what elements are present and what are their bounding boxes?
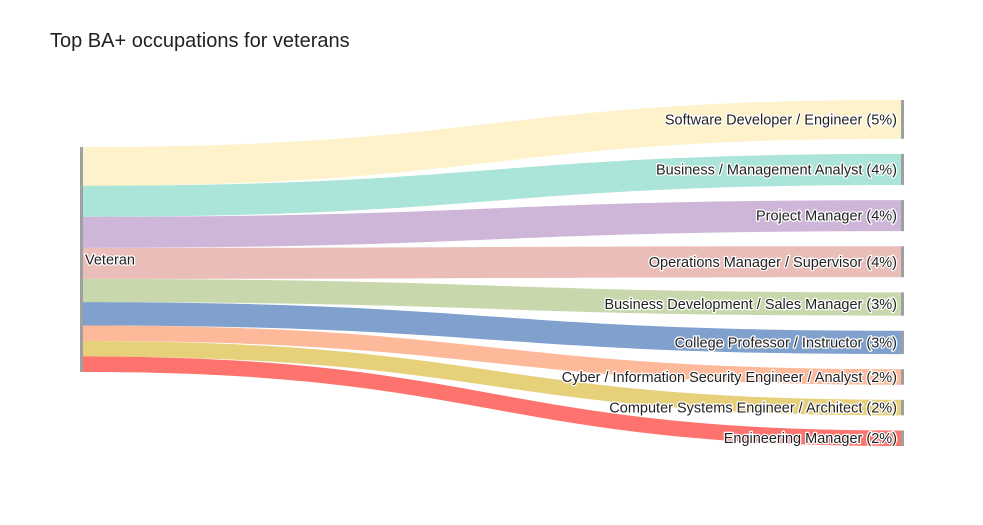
target-label: Software Developer / Engineer (5%) [665, 112, 897, 128]
sankey-link[interactable] [83, 278, 901, 316]
sankey-target-node [901, 153, 904, 185]
sankey-target-node [901, 330, 904, 355]
sankey-target-node [901, 369, 904, 385]
sankey-target-node [901, 399, 904, 416]
sankey-target-node [901, 292, 904, 316]
target-label: Business / Management Analyst (4%) [656, 162, 897, 178]
source-label: Veteran [85, 253, 135, 269]
target-label: Computer Systems Engineer / Architect (2… [609, 401, 897, 417]
sankey-source-node [80, 147, 83, 372]
chart-title: Top BA+ occupations for veterans [50, 30, 350, 52]
sankey-link[interactable] [83, 200, 901, 248]
sankey-target-node [901, 100, 904, 139]
sankey-target-node [901, 200, 904, 232]
sankey-link[interactable] [83, 153, 901, 217]
target-label: Engineering Manager (2%) [724, 431, 897, 447]
target-label: College Professor / Instructor (3%) [675, 335, 897, 351]
sankey-target-node [901, 246, 904, 278]
sankey-link[interactable] [83, 246, 901, 279]
target-label: Business Development / Sales Manager (3%… [604, 297, 897, 313]
sankey-link[interactable] [83, 356, 901, 446]
sankey-target-node [901, 430, 904, 446]
sankey-link[interactable] [83, 100, 901, 186]
target-label: Operations Manager / Supervisor (4%) [649, 255, 897, 271]
target-label: Cyber / Information Security Engineer / … [562, 370, 897, 386]
target-label: Project Manager (4%) [756, 209, 897, 225]
sankey-link[interactable] [83, 325, 901, 385]
sankey-link[interactable] [83, 340, 901, 416]
sankey-link[interactable] [83, 302, 901, 355]
